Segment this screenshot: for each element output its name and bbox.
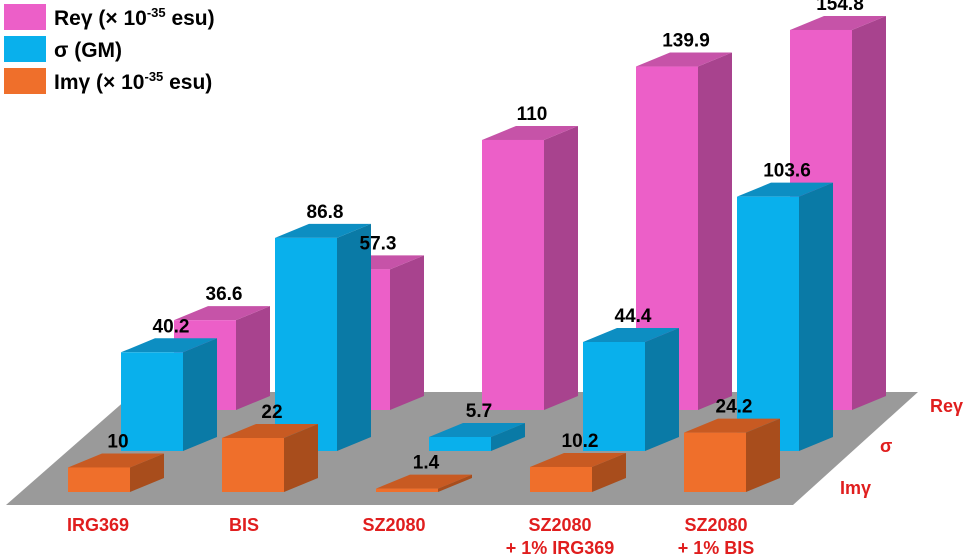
category-label: + 1% BIS bbox=[678, 538, 755, 558]
value-label: 86.8 bbox=[307, 202, 344, 223]
bar-front bbox=[583, 341, 645, 451]
value-label: 57.3 bbox=[360, 233, 397, 254]
bar-front bbox=[737, 196, 799, 451]
bar-top bbox=[121, 338, 217, 353]
legend-label: Reγ (× 10-35 esu) bbox=[54, 5, 215, 30]
bar-top bbox=[583, 327, 679, 342]
bar-σ-1 bbox=[275, 223, 371, 451]
bar-side bbox=[183, 338, 217, 451]
bar-σ-3 bbox=[583, 327, 679, 451]
value-label: 44.4 bbox=[615, 306, 652, 327]
legend-label: σ (GM) bbox=[54, 39, 122, 62]
bar-σ-0 bbox=[121, 338, 217, 451]
value-labels: 36.6 57.3 110 139.9 154.8 40.2 86.8 5.7 44.4 103.… bbox=[107, 0, 863, 474]
bar-front bbox=[68, 467, 130, 492]
bar-Imγ-0 bbox=[68, 453, 164, 492]
bar-top bbox=[636, 52, 732, 67]
bar-side bbox=[390, 255, 424, 410]
value-label: 5.7 bbox=[466, 401, 492, 422]
category-labels: IRG369 BIS SZ2080 SZ2080 + 1% IRG369 SZ2080 + … bbox=[67, 515, 754, 558]
value-label: 24.2 bbox=[716, 397, 753, 418]
value-label: 1.4 bbox=[413, 453, 440, 474]
bar-top bbox=[684, 418, 780, 433]
bar-top bbox=[376, 474, 472, 489]
row-label: Imγ bbox=[840, 478, 871, 498]
bar-top bbox=[530, 452, 626, 467]
bar-top bbox=[482, 125, 578, 140]
bar-Imγ-4 bbox=[684, 418, 780, 492]
bar-side bbox=[236, 306, 270, 410]
bar-front bbox=[684, 432, 746, 492]
bar-side bbox=[852, 15, 886, 410]
category-label: SZ2080 bbox=[684, 515, 747, 535]
bar-Imγ-1 bbox=[222, 423, 318, 492]
bar-side bbox=[544, 125, 578, 410]
category-label: SZ2080 bbox=[362, 515, 425, 535]
value-label: 139.9 bbox=[662, 31, 710, 52]
bar-side bbox=[645, 327, 679, 451]
value-label: 154.8 bbox=[816, 0, 864, 15]
bar-front bbox=[429, 437, 491, 451]
bar-side bbox=[284, 423, 318, 492]
bar-side bbox=[491, 423, 525, 451]
bar-group bbox=[68, 15, 886, 492]
bar-top bbox=[737, 182, 833, 197]
bar-side bbox=[799, 182, 833, 452]
bar-σ-4 bbox=[737, 182, 833, 452]
bar-top bbox=[222, 423, 318, 438]
value-label: 10 bbox=[107, 431, 128, 452]
value-label: 22 bbox=[261, 402, 282, 423]
bar-front bbox=[530, 466, 592, 492]
legend-item: Reγ (× 10-35 esu) bbox=[4, 4, 215, 30]
bar-front bbox=[121, 352, 183, 451]
bar-top bbox=[790, 15, 886, 30]
bar-side bbox=[698, 52, 732, 410]
legend-item: Imγ (× 10-35 esu) bbox=[4, 68, 212, 94]
row-labels: Imγ σ Reγ bbox=[840, 396, 963, 498]
bar-side bbox=[592, 452, 626, 492]
legend-label: Imγ (× 10-35 esu) bbox=[54, 69, 212, 94]
value-label: 40.2 bbox=[153, 316, 190, 337]
bar-side bbox=[438, 474, 472, 492]
bar-front bbox=[482, 139, 544, 410]
value-label: 103.6 bbox=[763, 161, 811, 182]
row-label: Reγ bbox=[930, 396, 963, 416]
legend-swatch bbox=[4, 68, 46, 94]
category-label: IRG369 bbox=[67, 515, 129, 535]
value-label: 36.6 bbox=[206, 284, 243, 305]
legend: Reγ (× 10-35 esu) σ (GM) Imγ (× 10-35 esu) bbox=[4, 4, 215, 94]
legend-swatch bbox=[4, 36, 46, 62]
row-label: σ bbox=[880, 436, 892, 456]
bar-Reγ-2 bbox=[482, 125, 578, 410]
bar-top bbox=[429, 423, 525, 438]
value-label: 110 bbox=[517, 104, 548, 125]
legend-swatch bbox=[4, 4, 46, 30]
bar-front bbox=[222, 437, 284, 492]
category-label: SZ2080 bbox=[528, 515, 591, 535]
value-label: 10.2 bbox=[562, 431, 599, 452]
bar-top bbox=[68, 453, 164, 468]
bar-front bbox=[376, 488, 438, 492]
bar-side bbox=[130, 453, 164, 492]
category-label: BIS bbox=[229, 515, 259, 535]
category-label: + 1% IRG369 bbox=[506, 538, 615, 558]
bar-side bbox=[746, 418, 780, 492]
legend-item: σ (GM) bbox=[4, 36, 122, 62]
bar-top bbox=[275, 223, 371, 238]
bar-σ-2 bbox=[429, 423, 525, 451]
bar-side bbox=[337, 223, 371, 451]
bar-top bbox=[174, 306, 270, 321]
bar-Imγ-2 bbox=[376, 474, 472, 492]
bar-front bbox=[275, 237, 337, 451]
bar-Imγ-3 bbox=[530, 452, 626, 492]
